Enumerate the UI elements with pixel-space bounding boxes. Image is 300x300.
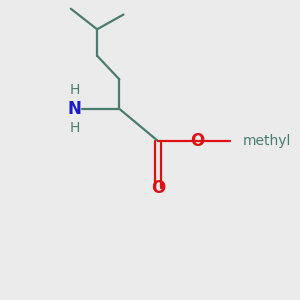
Text: O: O (190, 132, 204, 150)
Text: N: N (68, 100, 82, 118)
Text: H: H (70, 121, 80, 135)
Text: H: H (70, 82, 80, 97)
Text: O: O (151, 179, 165, 197)
Text: methyl: methyl (243, 134, 291, 148)
